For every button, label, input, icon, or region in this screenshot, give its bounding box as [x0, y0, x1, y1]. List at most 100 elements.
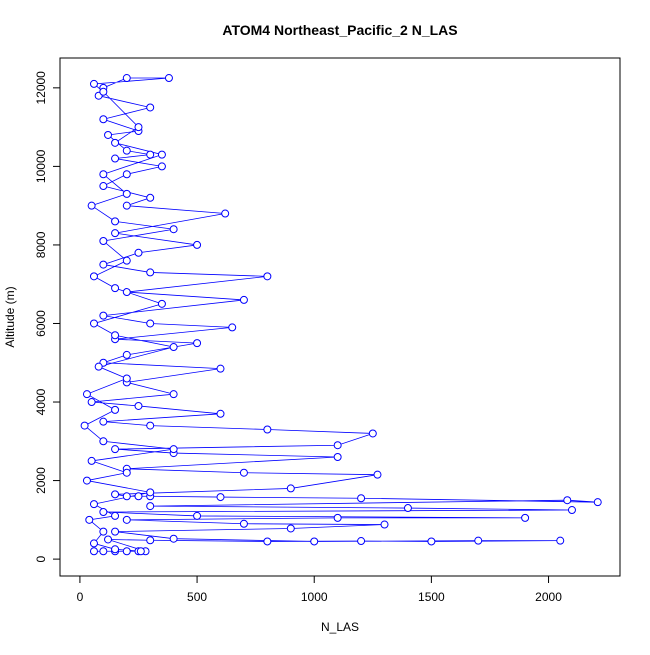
data-point	[357, 537, 366, 546]
y-tick-label: 10000	[34, 149, 48, 183]
data-point	[136, 547, 145, 556]
data-point	[94, 362, 103, 371]
data-point	[556, 536, 565, 545]
data-point	[193, 339, 202, 348]
data-point	[89, 272, 98, 281]
data-point	[333, 513, 342, 522]
data-point	[111, 490, 120, 499]
data-point	[99, 237, 108, 246]
data-point	[111, 284, 120, 293]
data-point	[111, 445, 120, 454]
data-point	[99, 547, 108, 556]
data-point	[99, 311, 108, 320]
data-point	[87, 456, 96, 465]
data-point	[146, 421, 155, 430]
data-point	[521, 513, 530, 522]
data-point	[122, 288, 131, 297]
data-point	[89, 539, 98, 548]
data-point	[146, 502, 155, 511]
data-point	[99, 115, 108, 124]
data-point	[357, 494, 366, 503]
data-point	[563, 496, 572, 505]
data-point	[89, 547, 98, 556]
data-point	[373, 470, 382, 479]
data-point	[111, 331, 120, 340]
data-point	[169, 445, 178, 454]
data-point	[99, 527, 108, 536]
data-point	[403, 504, 412, 513]
data-point	[164, 74, 173, 83]
data-point	[111, 154, 120, 163]
data-point	[134, 401, 143, 410]
data-point	[239, 519, 248, 528]
data-point	[99, 437, 108, 446]
data-point	[146, 150, 155, 159]
data-point	[111, 545, 120, 554]
data-point	[474, 536, 483, 545]
data-point	[87, 398, 96, 407]
data-point	[169, 343, 178, 352]
data-point	[99, 417, 108, 426]
data-point	[111, 217, 120, 226]
data-point	[157, 162, 166, 171]
data-point	[134, 123, 143, 132]
data-point	[286, 484, 295, 493]
data-point	[111, 511, 120, 520]
data-point	[122, 74, 131, 83]
data-point	[239, 295, 248, 304]
data-point	[122, 492, 131, 501]
data-point	[104, 535, 113, 544]
data-point	[216, 493, 225, 502]
data-point	[80, 421, 89, 430]
data-point	[146, 536, 155, 545]
data-point	[122, 515, 131, 524]
data-point	[99, 507, 108, 516]
data-point	[169, 225, 178, 234]
data-point	[122, 350, 131, 359]
data-point	[82, 476, 91, 485]
data-point	[146, 488, 155, 497]
data-point	[310, 537, 319, 546]
data-point	[89, 319, 98, 328]
data-point	[427, 537, 436, 546]
y-tick-label: 2000	[34, 467, 48, 494]
data-point	[146, 103, 155, 112]
data-point	[263, 272, 272, 281]
data-point	[221, 209, 230, 218]
data-point	[146, 319, 155, 328]
data-point	[111, 138, 120, 147]
data-point	[122, 189, 131, 198]
data-point	[89, 500, 98, 509]
data-point	[104, 130, 113, 139]
x-tick-label: 1000	[301, 590, 328, 604]
data-point	[99, 87, 108, 96]
x-tick-label: 1500	[418, 590, 445, 604]
data-point	[239, 468, 248, 477]
data-point	[111, 405, 120, 414]
chart-title: ATOM4 Northeast_Pacific_2 N_LAS	[222, 22, 457, 38]
data-point	[87, 201, 96, 210]
data-point	[169, 534, 178, 543]
data-point	[263, 537, 272, 546]
data-point	[134, 248, 143, 257]
y-axis-label: Altitude (m)	[3, 286, 17, 347]
data-point	[82, 390, 91, 399]
data-point	[122, 201, 131, 210]
data-point	[593, 498, 602, 507]
data-point	[122, 170, 131, 179]
data-point	[567, 506, 576, 515]
data-point	[146, 268, 155, 277]
data-point	[216, 409, 225, 418]
data-point	[263, 425, 272, 434]
data-point	[122, 146, 131, 155]
data-point	[146, 193, 155, 202]
data-point	[99, 182, 108, 191]
data-point	[122, 256, 131, 265]
data-point	[122, 547, 131, 556]
data-point	[228, 323, 237, 332]
data-point	[89, 79, 98, 88]
data-point	[111, 229, 120, 238]
data-point	[216, 364, 225, 373]
data-point	[157, 299, 166, 308]
